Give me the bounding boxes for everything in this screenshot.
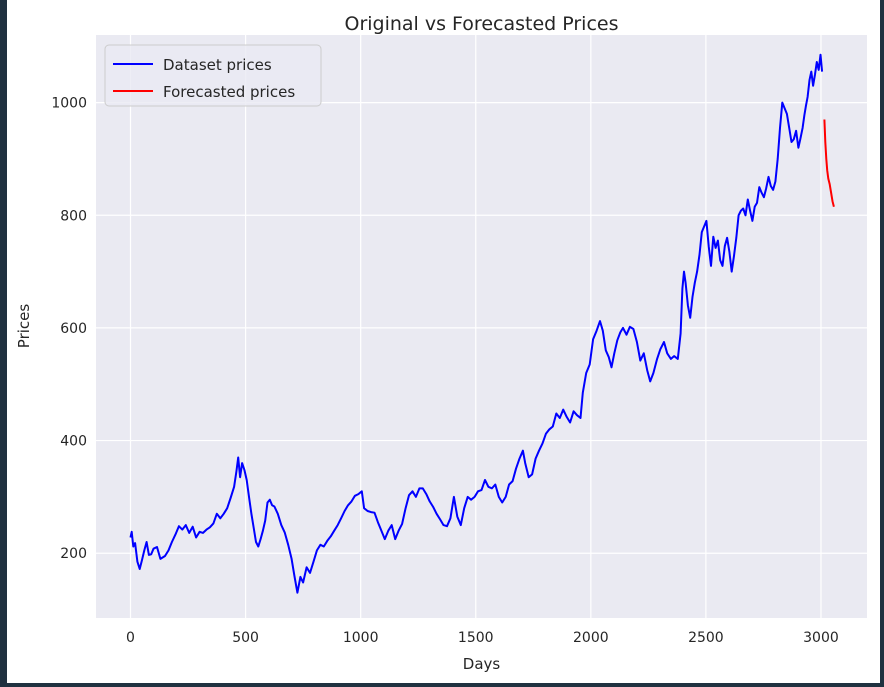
x-tick-label: 2500 — [688, 630, 724, 646]
y-tick-label: 800 — [60, 208, 87, 224]
legend-label-forecast: Forecasted prices — [163, 83, 295, 101]
line-chart: 0 500 1000 1500 2000 2500 3000 200 400 600 800 1000… — [15, 13, 867, 673]
x-axis-label: Days — [463, 655, 501, 673]
chart-title: Original vs Forecasted Prices — [344, 13, 618, 35]
chart-canvas: 0 500 1000 1500 2000 2500 3000 200 400 600 800 1000… — [7, 0, 880, 683]
legend: Dataset prices Forecasted prices — [104, 44, 322, 107]
y-tick-label: 200 — [60, 546, 87, 562]
y-axis-label: Prices — [15, 304, 33, 349]
plot-background — [96, 35, 867, 618]
x-tick-label: 2000 — [573, 630, 609, 646]
y-tick-label: 1000 — [51, 96, 87, 112]
x-tick-label: 0 — [126, 630, 135, 646]
y-tick-label: 400 — [60, 434, 87, 450]
x-tick-label: 3000 — [803, 630, 839, 646]
series-line-dataset — [129, 53, 824, 594]
legend-box — [104, 44, 322, 107]
x-tick-label: 1500 — [458, 630, 494, 646]
legend-label-dataset: Dataset prices — [163, 56, 272, 74]
series-layer — [129, 53, 835, 594]
x-tick-label: 500 — [232, 630, 259, 646]
series-line-forecast — [823, 119, 835, 208]
tick-labels: 0 500 1000 1500 2000 2500 3000 200 400 600 800 1000 — [51, 96, 838, 646]
x-tick-label: 1000 — [343, 630, 379, 646]
y-tick-label: 600 — [60, 321, 87, 337]
